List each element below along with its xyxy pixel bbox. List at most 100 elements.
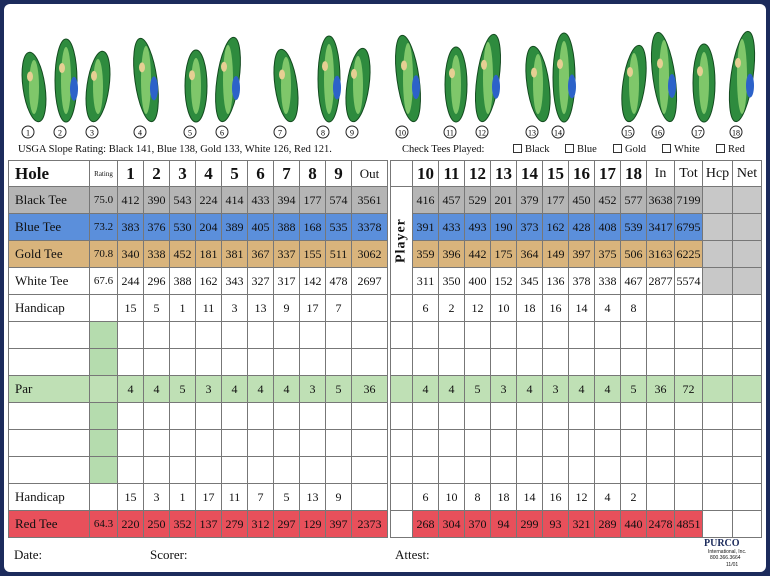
hole-cell: [222, 457, 248, 484]
hole-cell: [439, 457, 465, 484]
tot-cell: [675, 430, 703, 457]
tot-cell: 6225: [675, 241, 703, 268]
hole-cell: [465, 349, 491, 376]
hole-number: 13: [528, 129, 536, 138]
rating: [90, 349, 118, 376]
hole-cell: [543, 349, 569, 376]
hole-bunker: [401, 60, 407, 71]
hole-cell: [491, 457, 517, 484]
hcp-cell: [703, 376, 733, 403]
net-cell: [733, 511, 762, 538]
logo: PURCO: [704, 538, 740, 549]
hole-cell: 4: [595, 295, 621, 322]
hole-cell: 142: [300, 268, 326, 295]
hole-number: 10: [398, 129, 406, 138]
hole-cell: 312: [248, 511, 274, 538]
hole-cell: [491, 349, 517, 376]
in-cell: [647, 349, 675, 376]
hole-cell: 9: [274, 295, 300, 322]
hole-cell: 7: [248, 484, 274, 511]
player-cell: [390, 268, 413, 295]
hole-cell: 442: [465, 241, 491, 268]
hole-fairway: [559, 41, 569, 114]
header-hole: 14: [517, 160, 543, 187]
hole-cell: [170, 430, 196, 457]
hole-cell: 375: [595, 241, 621, 268]
hole-cell: 381: [222, 241, 248, 268]
hole-cell: [491, 403, 517, 430]
hole-cell: [248, 430, 274, 457]
tot-cell: 6795: [675, 214, 703, 241]
hole-bunker: [531, 67, 537, 78]
out-cell: 2697: [352, 268, 388, 295]
row-label: Gold Tee: [8, 241, 90, 268]
tot-cell: [675, 457, 703, 484]
hole-cell: 299: [517, 511, 543, 538]
hole-cell: [595, 403, 621, 430]
hole-cell: [118, 403, 144, 430]
hole-cell: 136: [543, 268, 569, 295]
hole-cell: [196, 403, 222, 430]
hole-bunker: [221, 61, 227, 72]
checkbox: [565, 144, 574, 153]
code: 11/01: [726, 562, 739, 568]
hole-bunker: [59, 63, 65, 74]
hole-bunker: [91, 70, 97, 81]
hole-cell: 4: [595, 484, 621, 511]
hole-cell: [144, 349, 170, 376]
hole-cell: [196, 430, 222, 457]
hole-cell: [248, 403, 274, 430]
hole-cell: 5: [465, 376, 491, 403]
hole-water: [746, 73, 754, 98]
hole-cell: 162: [196, 268, 222, 295]
hcp-cell: [703, 430, 733, 457]
hole-cell: [413, 403, 439, 430]
hole-cell: [569, 430, 595, 457]
row-label: [8, 349, 90, 376]
hole-cell: [465, 322, 491, 349]
hole-fairway: [61, 47, 71, 114]
tee-option: Blue: [565, 144, 597, 155]
hole-cell: 317: [274, 268, 300, 295]
out-cell: 36: [352, 376, 388, 403]
hole-cell: 440: [621, 511, 647, 538]
tee-option-label: Gold: [625, 144, 646, 155]
hole-number: 18: [732, 129, 740, 138]
hole-cell: [413, 349, 439, 376]
tot-cell: [675, 403, 703, 430]
hole-cell: 343: [222, 268, 248, 295]
hole-cell: 279: [222, 511, 248, 538]
hcp-cell: [703, 511, 733, 538]
row-label: Handicap: [8, 484, 90, 511]
hole-cell: 5: [170, 376, 196, 403]
net-cell: [733, 376, 762, 403]
hole-cell: [248, 349, 274, 376]
hole-cell: [569, 457, 595, 484]
hole-number-circle: [691, 125, 705, 139]
hole-cell: [517, 403, 543, 430]
checkbox: [613, 144, 622, 153]
hole-cell: 250: [144, 511, 170, 538]
hole-cell: 388: [170, 268, 196, 295]
hole-cell: 370: [465, 511, 491, 538]
hole-cell: 378: [569, 268, 595, 295]
in-cell: 2877: [647, 268, 675, 295]
header-hole: 15: [543, 160, 569, 187]
header-hole: 3: [170, 160, 196, 187]
hole-number: 14: [554, 129, 562, 138]
hole-cell: 149: [543, 241, 569, 268]
header-rating: Rating: [90, 160, 118, 187]
tot-cell: [675, 349, 703, 376]
hole-fairway: [353, 56, 363, 114]
hole-cell: 10: [439, 484, 465, 511]
player-cell: [390, 322, 413, 349]
rating: [90, 295, 118, 322]
hole-cell: 5: [326, 376, 352, 403]
row-label: Blue Tee: [8, 214, 90, 241]
hole-cell: [274, 349, 300, 376]
hole-number-circle: [215, 125, 229, 139]
hole-cell: [517, 322, 543, 349]
hole-cell: [543, 403, 569, 430]
hole-cell: 11: [196, 295, 222, 322]
